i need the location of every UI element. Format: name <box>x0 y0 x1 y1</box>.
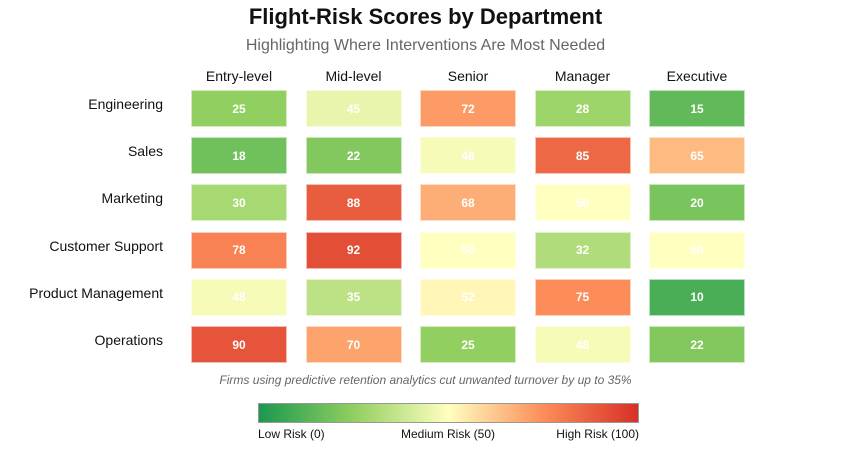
footnote: Firms using predictive retention analyti… <box>219 373 632 387</box>
heatmap-cell: 15 <box>649 90 745 127</box>
heatmap-cell: 72 <box>420 90 516 127</box>
heatmap-cell: 85 <box>534 137 631 175</box>
column-label: Mid-level <box>325 68 382 84</box>
heatmap-cell: 25 <box>420 326 516 363</box>
row-label: Marketing <box>101 190 163 207</box>
heatmap-cell: 25 <box>191 90 287 127</box>
row-label: Customer Support <box>49 237 163 254</box>
chart-subtitle: Highlighting Where Interventions Are Mos… <box>245 37 606 54</box>
colorbar-low-label: Low Risk (0) <box>258 427 325 441</box>
heatmap-cell: 78 <box>191 231 287 269</box>
heatmap-cell: 32 <box>534 231 631 269</box>
heatmap-cell: 65 <box>649 137 745 175</box>
heatmap-cell: 28 <box>534 90 631 127</box>
row-label: Engineering <box>88 96 163 112</box>
heatmap-cell: 68 <box>420 184 516 222</box>
colorbar-high-label: High Risk (100) <box>556 427 639 441</box>
chart-title: Flight-Risk Scores by Department <box>248 4 603 29</box>
heatmap-cell: 50 <box>420 231 516 269</box>
heatmap-cell: 48 <box>534 326 631 363</box>
heatmap-cell: 88 <box>305 184 402 222</box>
heatmap-cell: 22 <box>649 326 745 363</box>
heatmap-cell: 18 <box>191 137 287 175</box>
column-label: Senior <box>447 68 489 84</box>
heatmap-cell: 35 <box>305 278 402 316</box>
heatmap-cell: 22 <box>305 137 402 175</box>
row-label: Product Management <box>29 284 163 301</box>
heatmap-cell: 90 <box>191 326 287 363</box>
column-label: Manager <box>554 68 611 84</box>
colorbar <box>258 403 639 423</box>
heatmap-cell: 48 <box>420 137 516 175</box>
heatmap-cell: 50 <box>649 231 745 269</box>
heatmap-cell: 70 <box>305 326 402 363</box>
heatmap-cell: 92 <box>305 231 402 269</box>
column-label: Executive <box>666 68 728 84</box>
heatmap-cell: 48 <box>191 278 287 316</box>
heatmap-cell: 50 <box>534 184 631 222</box>
heatmap-cell: 10 <box>649 278 745 316</box>
row-label: Operations <box>94 332 163 348</box>
colorbar-mid-label: Medium Risk (50) <box>400 427 496 441</box>
heatmap-cell: 52 <box>420 278 516 316</box>
column-label: Entry-level <box>205 68 273 84</box>
row-label: Sales <box>127 143 163 160</box>
heatmap-cell: 20 <box>649 184 745 222</box>
heatmap-cell: 30 <box>191 184 287 222</box>
heatmap-cell: 45 <box>305 90 402 127</box>
heatmap-cell: 75 <box>534 278 631 316</box>
